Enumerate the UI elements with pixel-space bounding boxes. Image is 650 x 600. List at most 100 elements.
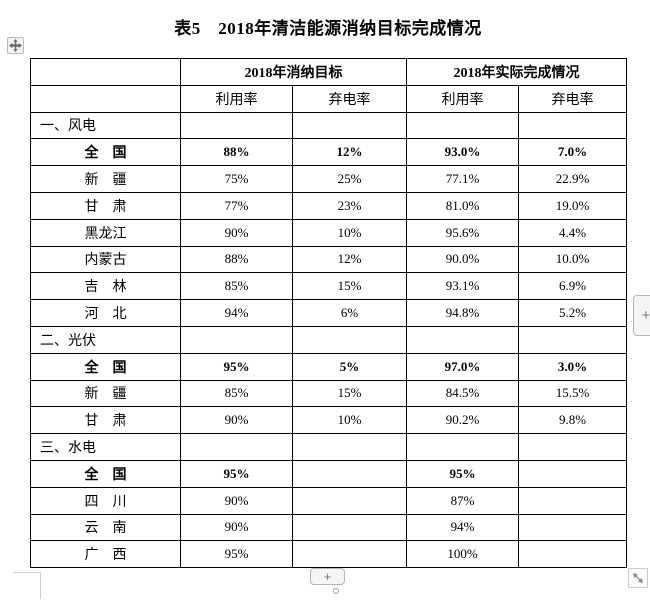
value-cell[interactable]: 90% xyxy=(180,513,293,542)
value-cell[interactable] xyxy=(292,459,407,488)
value-cell[interactable] xyxy=(518,325,627,354)
value-cell[interactable]: 90.2% xyxy=(406,406,519,435)
value-cell[interactable]: 77.1% xyxy=(406,165,519,193)
value-cell[interactable] xyxy=(518,540,627,569)
region-label-cell[interactable]: 全 国 xyxy=(30,138,181,167)
region-label-cell[interactable]: 黑龙江 xyxy=(30,218,181,247)
value-cell[interactable]: 81.0% xyxy=(406,191,519,220)
sub-header-utilization-target[interactable]: 利用率 xyxy=(180,84,293,113)
insert-row-button[interactable]: + xyxy=(310,568,345,585)
region-label-cell[interactable]: 全 国 xyxy=(30,352,181,381)
value-cell[interactable]: 10% xyxy=(292,218,407,247)
value-cell[interactable]: 6.9% xyxy=(518,272,627,301)
value-cell[interactable]: 90% xyxy=(180,486,293,515)
sub-header-utilization-actual[interactable]: 利用率 xyxy=(406,84,519,113)
section-label-cell[interactable]: 三、水电 xyxy=(30,433,181,461)
value-cell[interactable]: 9.8% xyxy=(518,406,627,435)
value-cell[interactable]: 84.5% xyxy=(406,379,519,408)
value-cell[interactable] xyxy=(406,111,519,140)
value-cell[interactable]: 94.8% xyxy=(406,299,519,327)
region-label-cell[interactable]: 新 疆 xyxy=(30,379,181,408)
sub-header-curtailment-target[interactable]: 弃电率 xyxy=(292,84,407,113)
value-cell[interactable]: 3.0% xyxy=(518,352,627,381)
diagonal-resize-icon xyxy=(631,571,645,585)
value-cell[interactable]: 88% xyxy=(180,245,293,274)
value-cell[interactable]: 95.6% xyxy=(406,218,519,247)
value-cell[interactable] xyxy=(518,513,627,542)
value-cell[interactable]: 94% xyxy=(180,299,293,327)
region-label-cell[interactable]: 吉 林 xyxy=(30,272,181,301)
region-label-cell[interactable]: 广 西 xyxy=(30,540,181,569)
group-header-target[interactable]: 2018年消纳目标 xyxy=(180,58,407,86)
value-cell[interactable]: 77% xyxy=(180,191,293,220)
region-label-cell[interactable]: 云 南 xyxy=(30,513,181,542)
region-label-cell[interactable]: 新 疆 xyxy=(30,165,181,193)
value-cell[interactable]: 25% xyxy=(292,165,407,193)
section-label-cell[interactable]: 一、风电 xyxy=(30,111,181,140)
group-header-actual[interactable]: 2018年实际完成情况 xyxy=(406,58,627,86)
region-label-cell[interactable]: 内蒙古 xyxy=(30,245,181,274)
value-cell[interactable]: 88% xyxy=(180,138,293,167)
value-cell[interactable]: 85% xyxy=(180,379,293,408)
value-cell[interactable] xyxy=(292,540,407,569)
value-cell[interactable]: 10% xyxy=(292,406,407,435)
value-cell[interactable] xyxy=(292,325,407,354)
value-cell[interactable]: 93.1% xyxy=(406,272,519,301)
value-cell[interactable]: 97.0% xyxy=(406,352,519,381)
value-cell[interactable]: 95% xyxy=(180,540,293,569)
value-cell[interactable]: 95% xyxy=(180,352,293,381)
value-cell[interactable] xyxy=(292,513,407,542)
corner-blank-cell[interactable] xyxy=(30,58,181,86)
table-row: 内蒙古 88% 12% 90.0% 10.0% xyxy=(30,245,627,274)
value-cell[interactable] xyxy=(406,325,519,354)
value-cell[interactable]: 7.0% xyxy=(518,138,627,167)
value-cell[interactable]: 85% xyxy=(180,272,293,301)
value-cell[interactable] xyxy=(292,433,407,461)
insert-column-button[interactable]: + xyxy=(633,295,650,336)
sub-header-curtailment-actual[interactable]: 弃电率 xyxy=(518,84,627,113)
value-cell[interactable]: 6% xyxy=(292,299,407,327)
table-move-handle[interactable] xyxy=(7,37,24,54)
value-cell[interactable] xyxy=(518,433,627,461)
value-cell[interactable] xyxy=(406,433,519,461)
value-cell[interactable]: 93.0% xyxy=(406,138,519,167)
value-cell[interactable]: 10.0% xyxy=(518,245,627,274)
value-cell[interactable] xyxy=(518,486,627,515)
value-cell[interactable]: 15% xyxy=(292,272,407,301)
region-label-cell[interactable]: 甘 肃 xyxy=(30,191,181,220)
value-cell[interactable] xyxy=(518,459,627,488)
value-cell[interactable]: 87% xyxy=(406,486,519,515)
value-cell[interactable]: 90% xyxy=(180,406,293,435)
value-cell[interactable]: 23% xyxy=(292,191,407,220)
blank-header-cell[interactable] xyxy=(30,84,181,113)
value-cell[interactable]: 12% xyxy=(292,245,407,274)
section-label-cell[interactable]: 二、光伏 xyxy=(30,325,181,354)
value-cell[interactable] xyxy=(180,433,293,461)
value-cell[interactable]: 90.0% xyxy=(406,245,519,274)
table-resize-handle[interactable] xyxy=(628,568,648,588)
value-cell[interactable]: 95% xyxy=(180,459,293,488)
value-cell[interactable] xyxy=(180,111,293,140)
value-cell[interactable]: 94% xyxy=(406,513,519,542)
value-cell[interactable]: 5% xyxy=(292,352,407,381)
value-cell[interactable]: 100% xyxy=(406,540,519,569)
value-cell[interactable]: 15.5% xyxy=(518,379,627,408)
value-cell[interactable]: 19.0% xyxy=(518,191,627,220)
value-cell[interactable]: 90% xyxy=(180,218,293,247)
value-cell[interactable]: 22.9% xyxy=(518,165,627,193)
region-label-cell[interactable]: 甘 肃 xyxy=(30,406,181,435)
value-cell[interactable]: 12% xyxy=(292,138,407,167)
value-cell[interactable] xyxy=(292,111,407,140)
region-label-cell[interactable]: 河 北 xyxy=(30,299,181,327)
table-row: 全 国 95% 95% xyxy=(30,459,627,488)
value-cell[interactable]: 4.4% xyxy=(518,218,627,247)
region-label-cell[interactable]: 全 国 xyxy=(30,459,181,488)
value-cell[interactable] xyxy=(180,325,293,354)
value-cell[interactable] xyxy=(518,111,627,140)
value-cell[interactable]: 95% xyxy=(406,459,519,488)
value-cell[interactable]: 5.2% xyxy=(518,299,627,327)
value-cell[interactable]: 15% xyxy=(292,379,407,408)
value-cell[interactable] xyxy=(292,486,407,515)
value-cell[interactable]: 75% xyxy=(180,165,293,193)
region-label-cell[interactable]: 四 川 xyxy=(30,486,181,515)
